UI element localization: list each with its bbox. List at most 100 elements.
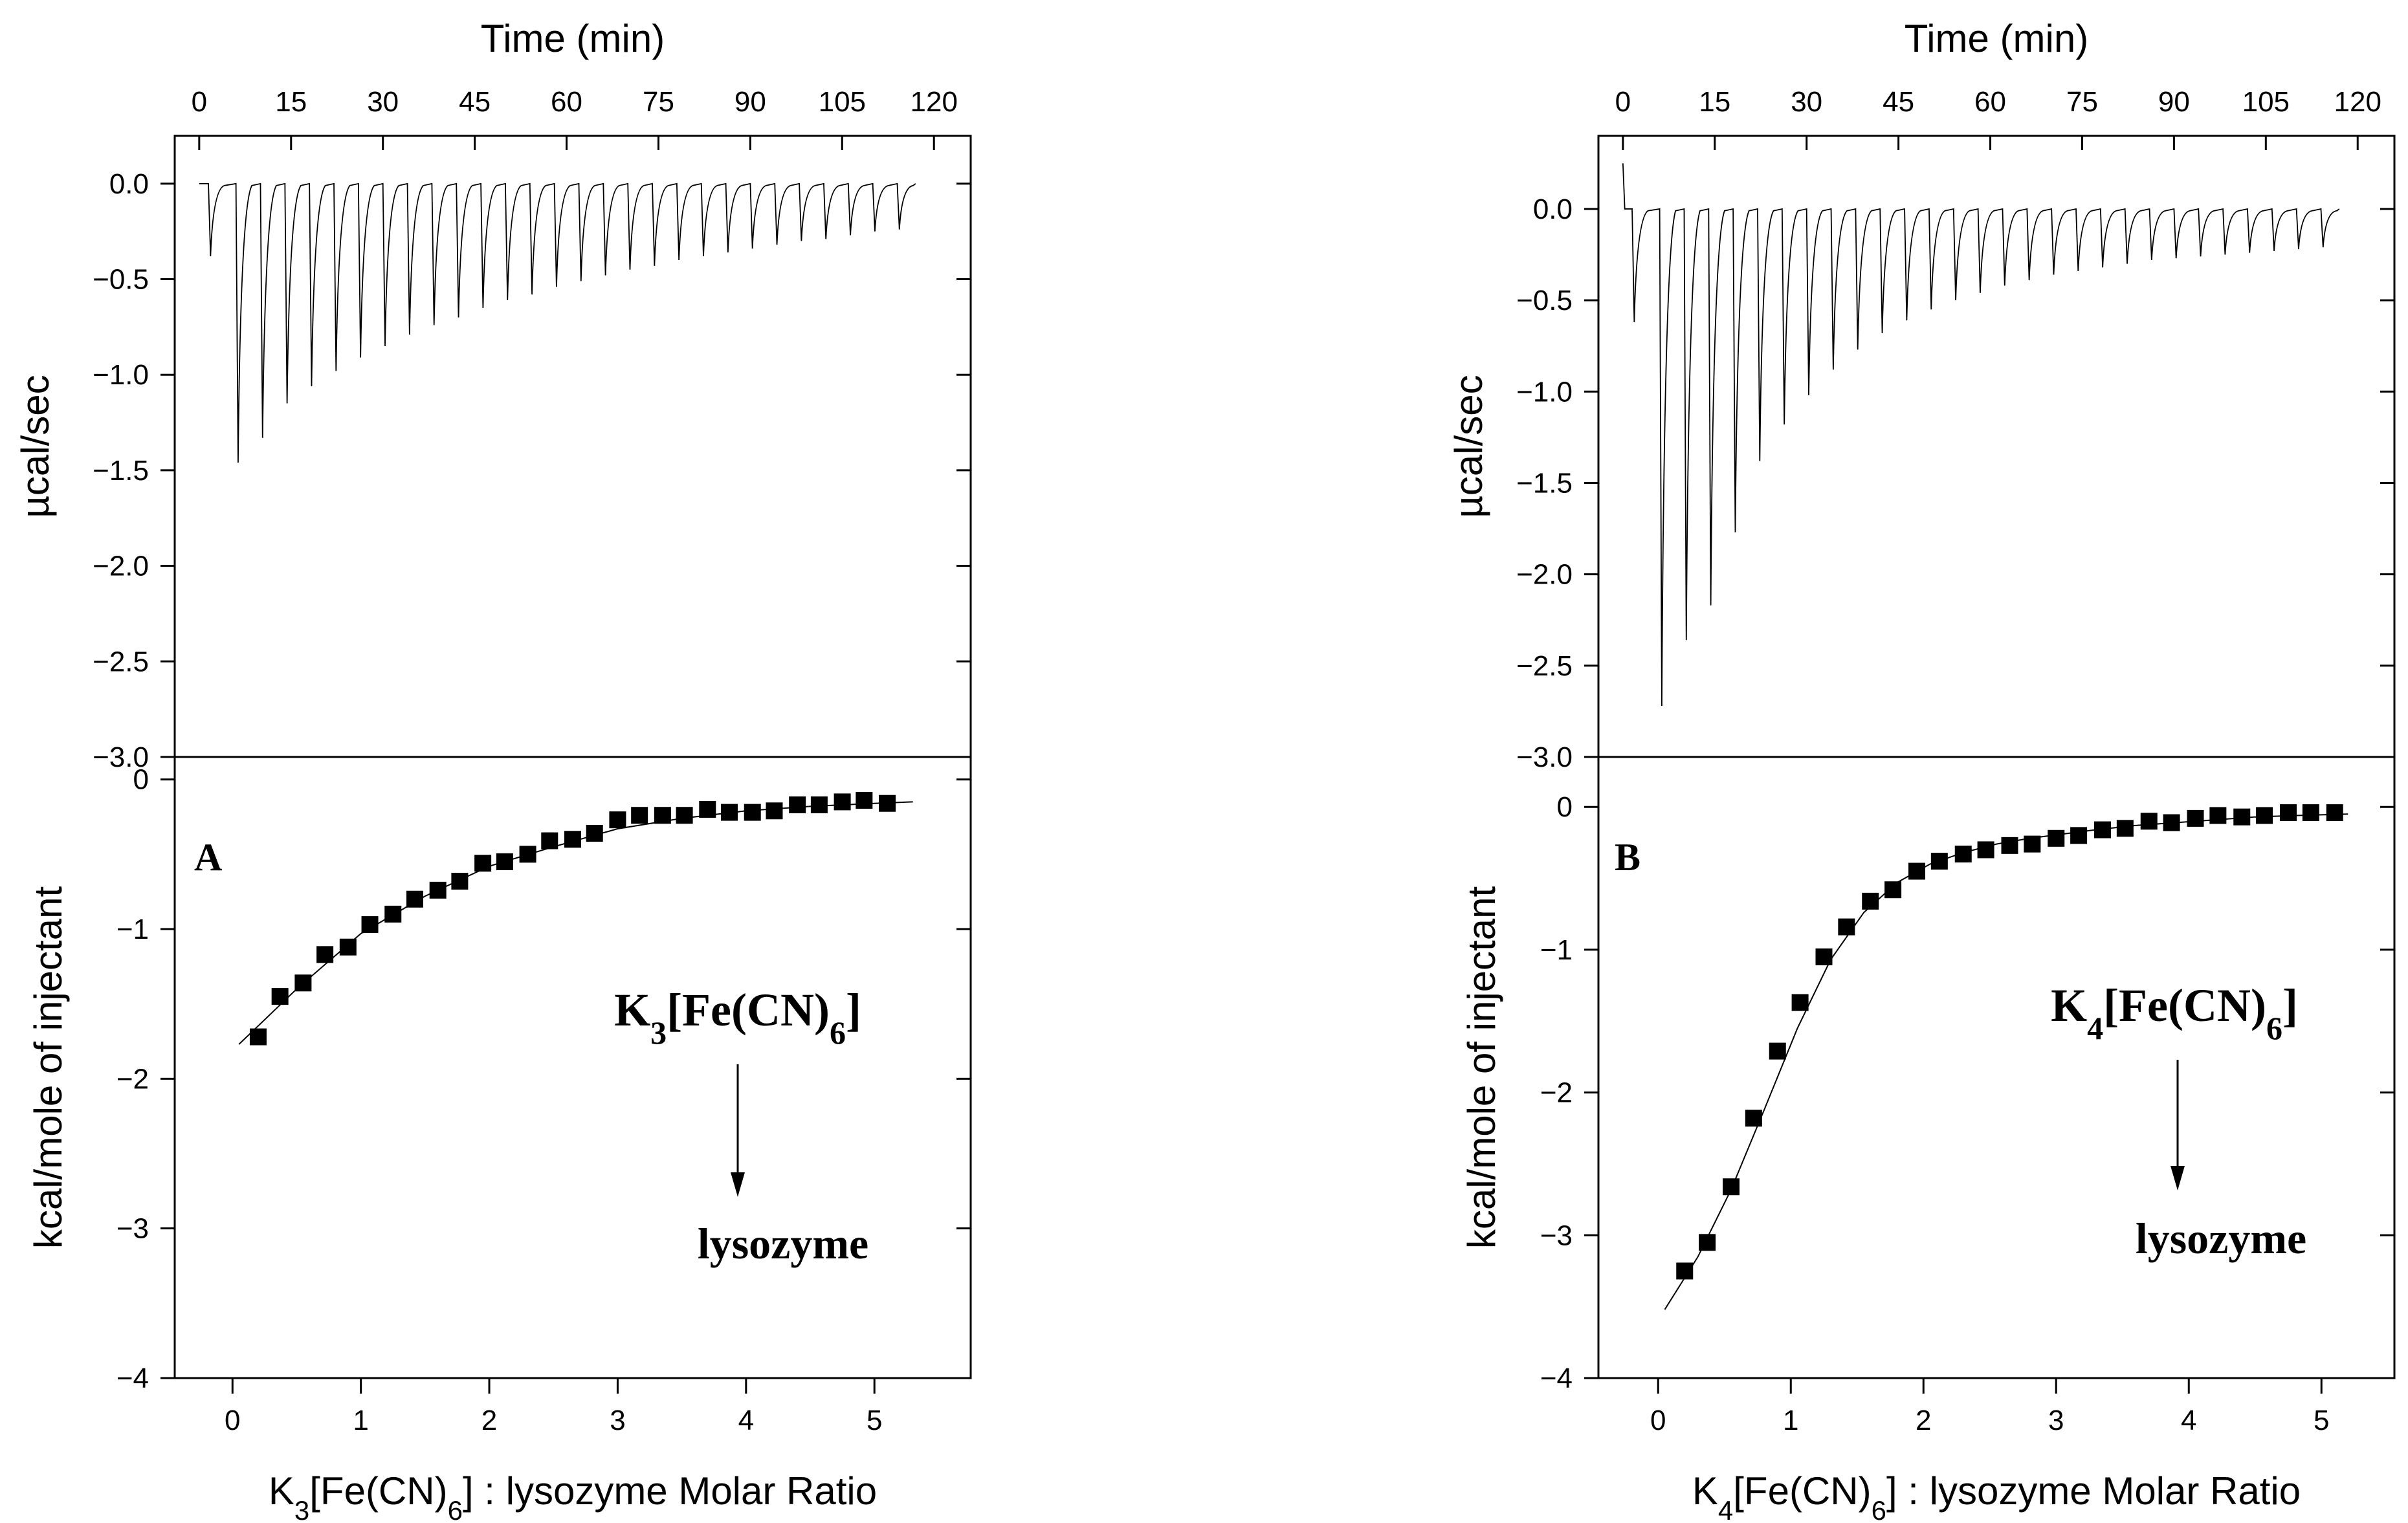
panel-a-top-ytick-label-1: −0.5: [93, 264, 149, 296]
panel-a-bottom-ytick-label-1: −1: [116, 914, 149, 945]
panel-b-ratio-tick-label-5: 5: [2314, 1405, 2329, 1436]
panel-b-letter: B: [1615, 836, 1640, 879]
panel-b-heat-point-15: [2024, 835, 2041, 853]
panel-b-bottom-y-ticks: 0 −1 −2 −3 −4: [1540, 791, 2394, 1394]
panel-b-time-tick-label-1: 15: [1699, 86, 1730, 118]
panel-a-time-tick-label-6: 90: [735, 86, 766, 118]
panel-a-reagent-sub2: 6: [830, 1014, 846, 1051]
panel-b-time-ticks: 0 15 30 45 60 75 90 105 120: [1615, 86, 2381, 150]
panel-a-time-tick-label-8: 120: [911, 86, 958, 118]
panel-b-top-ytick-label-1: −0.5: [1516, 285, 1573, 316]
panel-b-thermogram-trace: [1622, 163, 2340, 706]
panel-a-heat-point-26: [834, 793, 851, 811]
panel-b-bottom-ytick-label-1: −1: [1540, 934, 1573, 966]
panel-b-reagent-sub2: 6: [2266, 1010, 2282, 1046]
panel-a-letter: A: [194, 836, 222, 879]
panel-b-molar-ratio-ticks: 0 1 2 3 4 5: [1650, 1378, 2329, 1436]
panel-a-xlabel-sub2: 6: [448, 1495, 463, 1523]
panel-a-heat-point-2: [294, 974, 312, 992]
panel-a-bottom-ytick-label-3: −3: [116, 1213, 149, 1245]
panel-b-heat-point-23: [2209, 807, 2227, 824]
panel-b-time-tick-label-8: 120: [2334, 86, 2381, 118]
panel-a-heat-point-10: [474, 855, 492, 872]
panel-b-heat-point-21: [2163, 814, 2180, 831]
panel-b-bottom-ytick-label-0: 0: [1557, 791, 1573, 823]
panel-b-bottom-ytick-label-3: −3: [1540, 1220, 1573, 1251]
panel-a-heat-point-3: [316, 946, 334, 963]
panel-a-top-y-axis-title: µcal/sec: [14, 375, 57, 518]
panel-b-time-tick-label-3: 45: [1883, 86, 1914, 118]
panel-a-heat-point-9: [451, 873, 469, 890]
panel-a-bottom-ytick-label-4: −4: [116, 1363, 149, 1394]
panel-a-time-tick-label-4: 60: [551, 86, 582, 118]
panel-b-ratio-tick-label-4: 4: [2181, 1405, 2196, 1436]
panel-a-thermogram-line: [199, 182, 916, 463]
panel-b-thermogram-line: [1622, 163, 2340, 706]
panel-b-heat-point-10: [1908, 862, 1925, 880]
panel-a-heat-point-20: [699, 800, 716, 818]
panel-b-heat-point-27: [2302, 804, 2319, 822]
panel-b-ratio-tick-label-1: 1: [1783, 1405, 1798, 1436]
panel-a-time-tick-label-0: 0: [192, 86, 207, 118]
panel-b-heat-point-14: [2001, 837, 2018, 854]
panel-b-reagent-sub1: 4: [2087, 1010, 2103, 1046]
panel-b-bottom-frame: [1597, 756, 2396, 1379]
panel-a-heat-point-28: [879, 794, 896, 812]
panel-a-time-tick-label-7: 105: [819, 86, 866, 118]
panel-b-thermogram: Time (min) µcal/sec 0 15 30 45 60 75 90 105 120 …: [1447, 17, 2396, 773]
panel-a-thermogram-trace: [199, 182, 916, 463]
panel-a-heat-point-7: [406, 890, 423, 908]
panel-b-heat-point-16: [2048, 829, 2065, 847]
panel-b-heat-point-19: [2116, 820, 2134, 837]
panel-b-heat-point-26: [2280, 804, 2297, 822]
panel-a-top-ytick-label-4: −2.0: [93, 551, 149, 582]
panel-a-heat-point-8: [429, 881, 447, 899]
panel-a-ratio-tick-label-2: 2: [481, 1405, 497, 1436]
panel-b-molar-ratio-axis-title: K4[Fe(CN)6] : lysozyme Molar Ratio: [1692, 1469, 2301, 1523]
panel-b-ratio-tick-label-2: 2: [1916, 1405, 1931, 1436]
panel-a-heat-point-1: [271, 988, 289, 1005]
panel-a-bottom-ytick-label-2: −2: [116, 1063, 149, 1095]
panel-b-heat-point-17: [2070, 827, 2088, 844]
panel-a-heat-point-27: [856, 792, 873, 809]
panel-a-ratio-tick-label-4: 4: [738, 1405, 754, 1436]
panel-a-ratio-tick-label-1: 1: [353, 1405, 368, 1436]
panel-b-reagent-label: K4[Fe(CN)6]: [2051, 980, 2298, 1046]
panel-b-heat-point-25: [2256, 807, 2273, 824]
panel-a-reagent-label: K3[Fe(CN)6]: [614, 984, 861, 1051]
panel-a-heat-point-6: [384, 905, 402, 923]
panel-b-heat-point-0: [1676, 1262, 1694, 1280]
panel-b-time-tick-label-0: 0: [1615, 86, 1631, 118]
panel-a-heat-point-18: [654, 807, 671, 824]
panel-b-isotherm: K4[Fe(CN)6] : lysozyme Molar Ratio kcal/…: [1460, 756, 2396, 1523]
panel-a-heat-point-0: [249, 1028, 267, 1046]
panel-b-heat-point-4: [1769, 1042, 1786, 1060]
panel-b-bottom-ytick-label-4: −4: [1540, 1363, 1573, 1394]
panel-b-heat-point-8: [1862, 892, 1879, 910]
panel-a-xlabel-k: K: [269, 1469, 294, 1513]
panel-b-xlabel-sub2: 6: [1872, 1495, 1886, 1523]
panel-b-ratio-tick-label-3: 3: [2048, 1405, 2064, 1436]
panel-b-time-tick-label-6: 90: [2158, 86, 2190, 118]
panel-a-top-ytick-label-6: −3.0: [93, 741, 149, 773]
panel-a-heat-point-23: [766, 802, 783, 820]
panel-b: Time (min) µcal/sec 0 15 30 45 60 75 90 105 120 …: [1447, 17, 2396, 1523]
panel-b-reagent-k: K: [2051, 980, 2087, 1031]
panel-a-molar-ratio-ticks: 0 1 2 3 4 5: [225, 1378, 882, 1436]
panel-a-reagent-mid: [Fe(CN): [667, 984, 830, 1036]
panel-a-ratio-tick-label-5: 5: [867, 1405, 882, 1436]
panel-b-heat-point-18: [2094, 821, 2111, 838]
panel-a-top-ytick-label-2: −1.0: [93, 359, 149, 391]
panel-a-arrow-head: [731, 1172, 745, 1197]
panel-a-time-tick-label-1: 15: [275, 86, 307, 118]
panel-a-xlabel-sub1: 3: [294, 1495, 309, 1523]
panel-a-heat-point-22: [744, 804, 761, 821]
panel-a-heat-point-5: [361, 916, 379, 934]
panel-b-time-tick-label-5: 75: [2066, 86, 2098, 118]
panel-b-xlabel-mid: [Fe(CN): [1733, 1469, 1871, 1513]
panel-b-bottom-ytick-label-2: −2: [1540, 1077, 1573, 1109]
panel-b-top-ytick-label-0: 0.0: [1533, 193, 1573, 225]
panel-a-heat-point-17: [631, 807, 648, 824]
panel-b-top-ytick-label-2: −1.0: [1516, 376, 1573, 408]
